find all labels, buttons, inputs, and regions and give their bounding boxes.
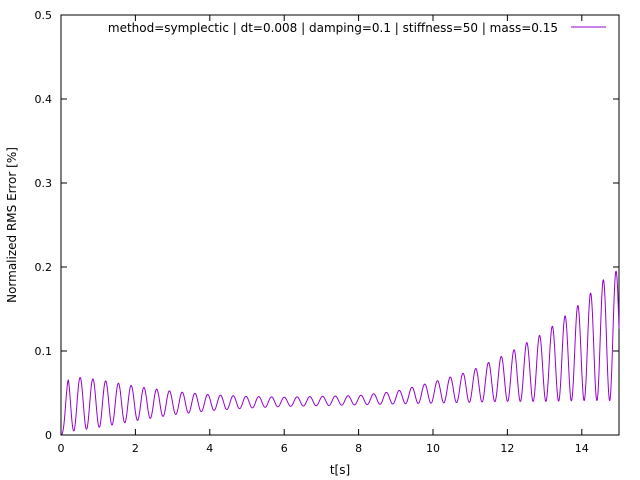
series-line xyxy=(60,270,620,436)
x-tick-label: 4 xyxy=(206,442,213,455)
legend-entry-label: method=symplectic | dt=0.008 | damping=0… xyxy=(108,21,558,35)
x-tick-label: 2 xyxy=(132,442,139,455)
x-tick-label: 14 xyxy=(575,442,589,455)
y-tick-label: 0.1 xyxy=(35,345,53,358)
legend: method=symplectic | dt=0.008 | damping=0… xyxy=(108,21,606,35)
axis-ticks: 0 2 4 6 8 10 12 14 0 0.1 0.2 0.3 0.4 0.5 xyxy=(35,9,619,455)
x-tick-label: 12 xyxy=(500,442,514,455)
plot-frame xyxy=(60,14,620,436)
y-tick-label: 0.2 xyxy=(35,261,53,274)
y-tick-label: 0.3 xyxy=(35,177,53,190)
x-tick-label: 10 xyxy=(426,442,440,455)
x-tick-label: 0 xyxy=(58,442,65,455)
x-tick-label: 8 xyxy=(355,442,362,455)
y-tick-label: 0 xyxy=(45,429,52,442)
x-axis-label: t[s] xyxy=(330,463,350,477)
plot-area xyxy=(60,14,620,436)
y-tick-label: 0.4 xyxy=(35,93,53,106)
x-tick-label: 6 xyxy=(281,442,288,455)
y-axis-label: Normalized RMS Error [%] xyxy=(5,147,19,303)
y-tick-label: 0.5 xyxy=(35,9,53,22)
